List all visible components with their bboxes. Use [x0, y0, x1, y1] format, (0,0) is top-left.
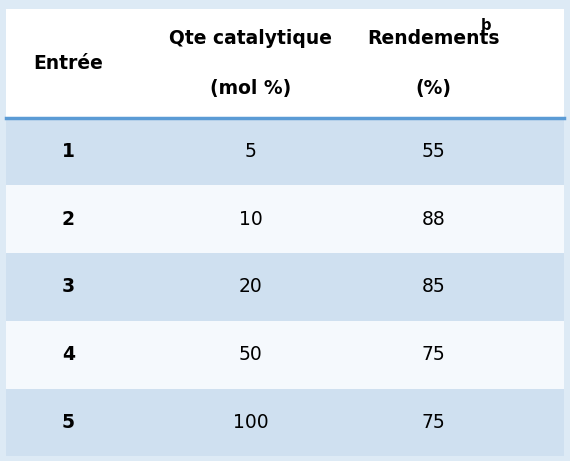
Text: 100: 100: [233, 413, 268, 432]
Text: Rendements: Rendements: [367, 29, 499, 47]
Text: 20: 20: [239, 278, 263, 296]
Text: Entrée: Entrée: [34, 54, 103, 73]
Text: 3: 3: [62, 278, 75, 296]
Text: 75: 75: [421, 413, 445, 432]
Text: 4: 4: [62, 345, 75, 364]
FancyBboxPatch shape: [6, 321, 564, 389]
Text: 75: 75: [421, 345, 445, 364]
Text: 2: 2: [62, 210, 75, 229]
Text: 55: 55: [421, 142, 445, 161]
Text: 1: 1: [62, 142, 75, 161]
Text: (mol %): (mol %): [210, 79, 291, 98]
FancyBboxPatch shape: [6, 9, 564, 118]
Text: Qte catalytique: Qte catalytique: [169, 29, 332, 47]
Text: b: b: [481, 18, 491, 33]
Text: 88: 88: [421, 210, 445, 229]
Text: 10: 10: [239, 210, 263, 229]
Text: 85: 85: [421, 278, 445, 296]
FancyBboxPatch shape: [6, 389, 564, 456]
FancyBboxPatch shape: [6, 118, 564, 185]
FancyBboxPatch shape: [6, 253, 564, 321]
Text: (%): (%): [415, 79, 451, 98]
Text: 5: 5: [245, 142, 256, 161]
Text: 50: 50: [239, 345, 263, 364]
FancyBboxPatch shape: [6, 185, 564, 253]
Text: 5: 5: [62, 413, 75, 432]
